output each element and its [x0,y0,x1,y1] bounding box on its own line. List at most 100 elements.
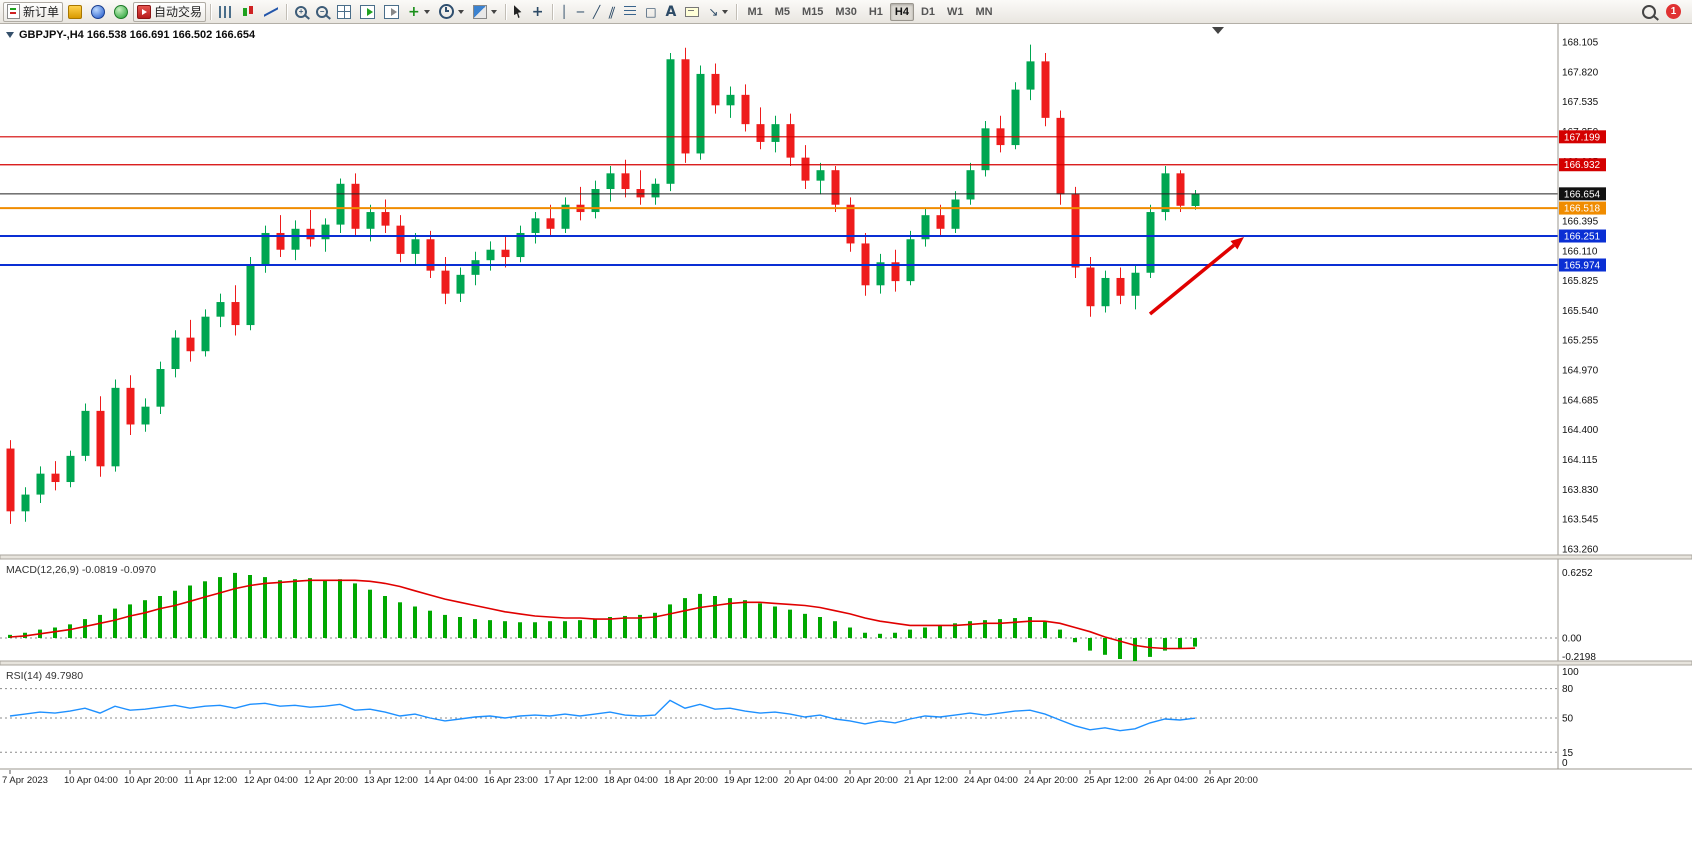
navigator-button[interactable] [87,2,109,22]
svg-text:10 Apr 20:00: 10 Apr 20:00 [124,775,178,786]
svg-text:166.518: 166.518 [1564,204,1601,215]
svg-text:7 Apr 2023: 7 Apr 2023 [2,775,48,786]
svg-text:166.932: 166.932 [1564,160,1601,171]
trend-arrow-annotation[interactable] [1148,237,1244,316]
new-order-icon [7,4,20,19]
svg-text:0: 0 [1562,758,1568,769]
auto-scroll-button[interactable] [356,2,379,22]
support-resistance-lines[interactable] [0,136,1558,266]
navigator-icon [91,4,106,19]
horizontal-line-icon: ─ [576,4,584,19]
search-icon[interactable] [1642,4,1656,19]
shapes-button[interactable]: □ [641,2,660,22]
crosshair-button[interactable]: + [528,2,548,22]
channel-button[interactable]: ∥ [605,2,619,22]
tile-windows-button[interactable] [333,2,355,22]
chevron-down-icon [423,9,430,14]
timeframe-button-d1[interactable]: D1 [916,3,940,21]
svg-text:19 Apr 12:00: 19 Apr 12:00 [724,775,778,786]
timeframe-button-h1[interactable]: H1 [864,3,888,21]
svg-text:24 Apr 20:00: 24 Apr 20:00 [1024,775,1078,786]
terminal-button[interactable] [110,2,132,22]
timeframe-button-mn[interactable]: MN [971,3,998,21]
indicators-button[interactable]: + [404,2,434,22]
market-watch-button[interactable] [64,2,86,22]
svg-text:15: 15 [1562,748,1574,759]
svg-text:167.199: 167.199 [1564,132,1601,143]
svg-text:166.251: 166.251 [1564,232,1601,243]
svg-text:11 Apr 12:00: 11 Apr 12:00 [184,775,237,786]
trendline-button[interactable]: ╱ [589,2,604,22]
chevron-down-icon [490,9,497,14]
macd-panel: MACD(12,26,9) -0.0819 -0.0970 0.6252 0.00 -… [0,564,1596,663]
toolbar-separator [210,3,212,20]
crosshair-icon: + [531,3,544,20]
text-label-button[interactable] [681,2,703,22]
timeframe-button-m5[interactable]: M5 [770,3,795,21]
horizontal-line-button[interactable]: ─ [573,2,588,22]
svg-text:165.540: 165.540 [1562,306,1599,317]
templates-button[interactable] [469,2,501,22]
svg-text:25 Apr 12:00: 25 Apr 12:00 [1084,775,1138,786]
chart-shift-icon [384,4,400,19]
price-axis[interactable]: 168.105167.820167.535167.250166.965166.6… [1557,24,1606,769]
svg-text:163.260: 163.260 [1562,545,1599,556]
chevron-down-icon [457,9,464,14]
autotrading-button[interactable]: 自动交易 [133,1,207,22]
svg-text:26 Apr 20:00: 26 Apr 20:00 [1204,775,1258,786]
line-chart-button[interactable] [260,2,282,22]
scroll-marker-icon[interactable] [1212,27,1224,34]
svg-text:165.974: 165.974 [1564,260,1601,271]
symbol-ohlc-label: GBPJPY-,H4 166.538 166.691 166.502 166.6… [19,29,256,41]
svg-text:18 Apr 20:00: 18 Apr 20:00 [664,775,718,786]
fibonacci-button[interactable] [620,2,640,22]
candlestick-icon [241,5,255,18]
toolbar-separator [736,3,738,20]
timeframe-button-m30[interactable]: M30 [830,3,861,21]
periods-button[interactable] [435,2,468,22]
notification-badge[interactable]: 1 [1666,4,1681,19]
zoom-in-button[interactable]: + [291,2,311,22]
svg-text:168.105: 168.105 [1562,38,1599,49]
svg-text:26 Apr 04:00: 26 Apr 04:00 [1144,775,1198,786]
svg-text:167.535: 167.535 [1562,97,1599,108]
new-order-button[interactable]: 新订单 [3,1,64,22]
template-icon [472,4,487,19]
arrows-button[interactable]: ↘ [704,2,732,22]
text-label-icon [685,6,700,17]
timeframe-button-w1[interactable]: W1 [942,3,969,21]
main-toolbar: 新订单 自动交易 + − + + │ ─ ╱ ∥ □ A ↘ M1 M5 M15 M3… [0,0,1692,24]
autotrading-icon [137,4,152,19]
timeframe-button-h4[interactable]: H4 [889,3,914,21]
line-chart-icon [264,6,278,18]
text-button[interactable]: A [662,2,681,22]
svg-text:16 Apr 23:00: 16 Apr 23:00 [484,775,538,786]
bar-chart-button[interactable] [215,2,236,22]
new-order-label: 新订单 [23,5,60,19]
zoom-out-button[interactable]: − [312,2,332,22]
cursor-button[interactable] [510,2,527,22]
candlestick-button[interactable] [237,2,259,22]
svg-text:24 Apr 04:00: 24 Apr 04:00 [964,775,1018,786]
svg-text:20 Apr 04:00: 20 Apr 04:00 [784,775,838,786]
zoom-out-icon: − [316,5,329,18]
timeframe-button-m1[interactable]: M1 [742,3,767,21]
chart-area[interactable]: 168.105167.820167.535167.250166.965166.6… [0,24,1692,852]
timeframe-button-m15[interactable]: M15 [797,3,828,21]
indicators-icon: + [408,3,420,20]
svg-text:163.830: 163.830 [1562,485,1599,496]
svg-text:167.820: 167.820 [1562,67,1599,78]
svg-text:20 Apr 20:00: 20 Apr 20:00 [844,775,898,786]
svg-text:13 Apr 12:00: 13 Apr 12:00 [364,775,418,786]
toolbar-separator [286,3,288,20]
svg-text:21 Apr 12:00: 21 Apr 12:00 [904,775,958,786]
autotrading-label: 自动交易 [154,5,203,19]
vertical-line-button[interactable]: │ [557,2,572,22]
price-chart-canvas[interactable]: 168.105167.820167.535167.250166.965166.6… [0,24,1692,852]
time-axis[interactable]: 7 Apr 2023 10 Apr 04:00 10 Apr 20:00 11 Apr… [0,768,1692,786]
fibonacci-icon [624,6,637,17]
toolbar-separator [551,3,553,20]
chevron-down-icon [722,9,729,14]
chart-shift-button[interactable] [380,2,403,22]
toolbar-right: 1 [1642,4,1689,19]
